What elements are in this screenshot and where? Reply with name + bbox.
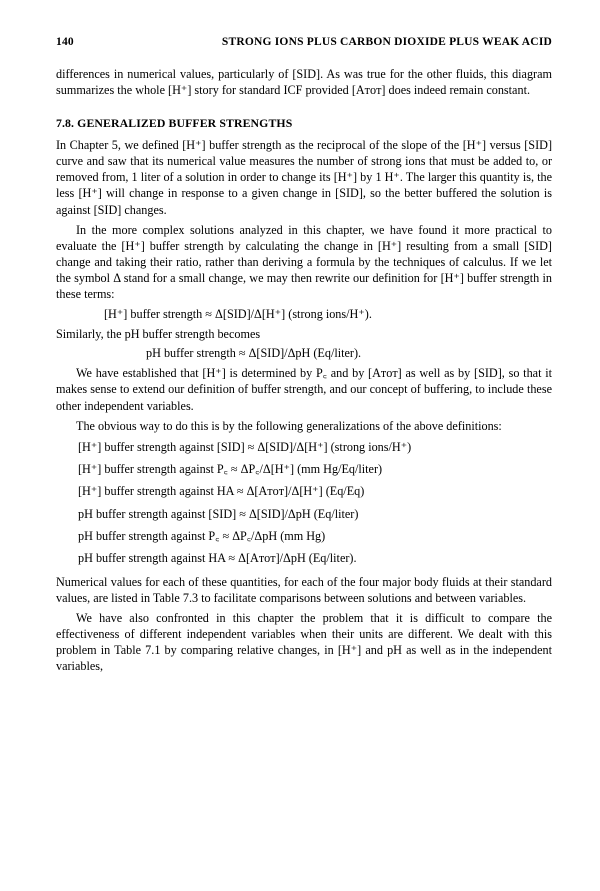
page: 140 STRONG IONS PLUS CARBON DIOXIDE PLUS…: [0, 0, 600, 891]
def-line: pH buffer strength against HA ≈ Δ[Aᴛᴏᴛ]/…: [78, 549, 552, 567]
def-line: [H⁺] buffer strength against HA ≈ Δ[Aᴛᴏᴛ…: [78, 482, 552, 500]
def-line: pH buffer strength against [SID] ≈ Δ[SID…: [78, 505, 552, 523]
section-heading: 7.8. GENERALIZED BUFFER STRENGTHS: [56, 116, 552, 131]
section-number: 7.8.: [56, 116, 74, 130]
paragraph-5: The obvious way to do this is by the fol…: [56, 418, 552, 434]
paragraph-7: We have also confronted in this chapter …: [56, 610, 552, 674]
equation-1: [H⁺] buffer strength ≈ Δ[SID]/Δ[H⁺] (str…: [104, 306, 552, 323]
def-line: pH buffer strength against P꜀ ≈ ΔP꜀/ΔpH …: [78, 527, 552, 545]
intro-paragraph: differences in numerical values, particu…: [56, 66, 552, 98]
running-header: 140 STRONG IONS PLUS CARBON DIOXIDE PLUS…: [56, 36, 552, 48]
section-title: GENERALIZED BUFFER STRENGTHS: [77, 116, 292, 130]
paragraph-2: In the more complex solutions analyzed i…: [56, 222, 552, 302]
paragraph-3: Similarly, the pH buffer strength become…: [56, 326, 552, 342]
def-line: [H⁺] buffer strength against [SID] ≈ Δ[S…: [78, 438, 552, 456]
def-line: [H⁺] buffer strength against P꜀ ≈ ΔP꜀/Δ[…: [78, 460, 552, 478]
page-number: 140: [56, 36, 74, 48]
equation-2: pH buffer strength ≈ Δ[SID]/ΔpH (Eq/lite…: [146, 345, 552, 362]
running-title: STRONG IONS PLUS CARBON DIOXIDE PLUS WEA…: [222, 36, 552, 48]
paragraph-4: We have established that [H⁺] is determi…: [56, 365, 552, 413]
paragraph-1: In Chapter 5, we defined [H⁺] buffer str…: [56, 137, 552, 217]
definitions-block: [H⁺] buffer strength against [SID] ≈ Δ[S…: [56, 438, 552, 568]
paragraph-6: Numerical values for each of these quant…: [56, 574, 552, 606]
